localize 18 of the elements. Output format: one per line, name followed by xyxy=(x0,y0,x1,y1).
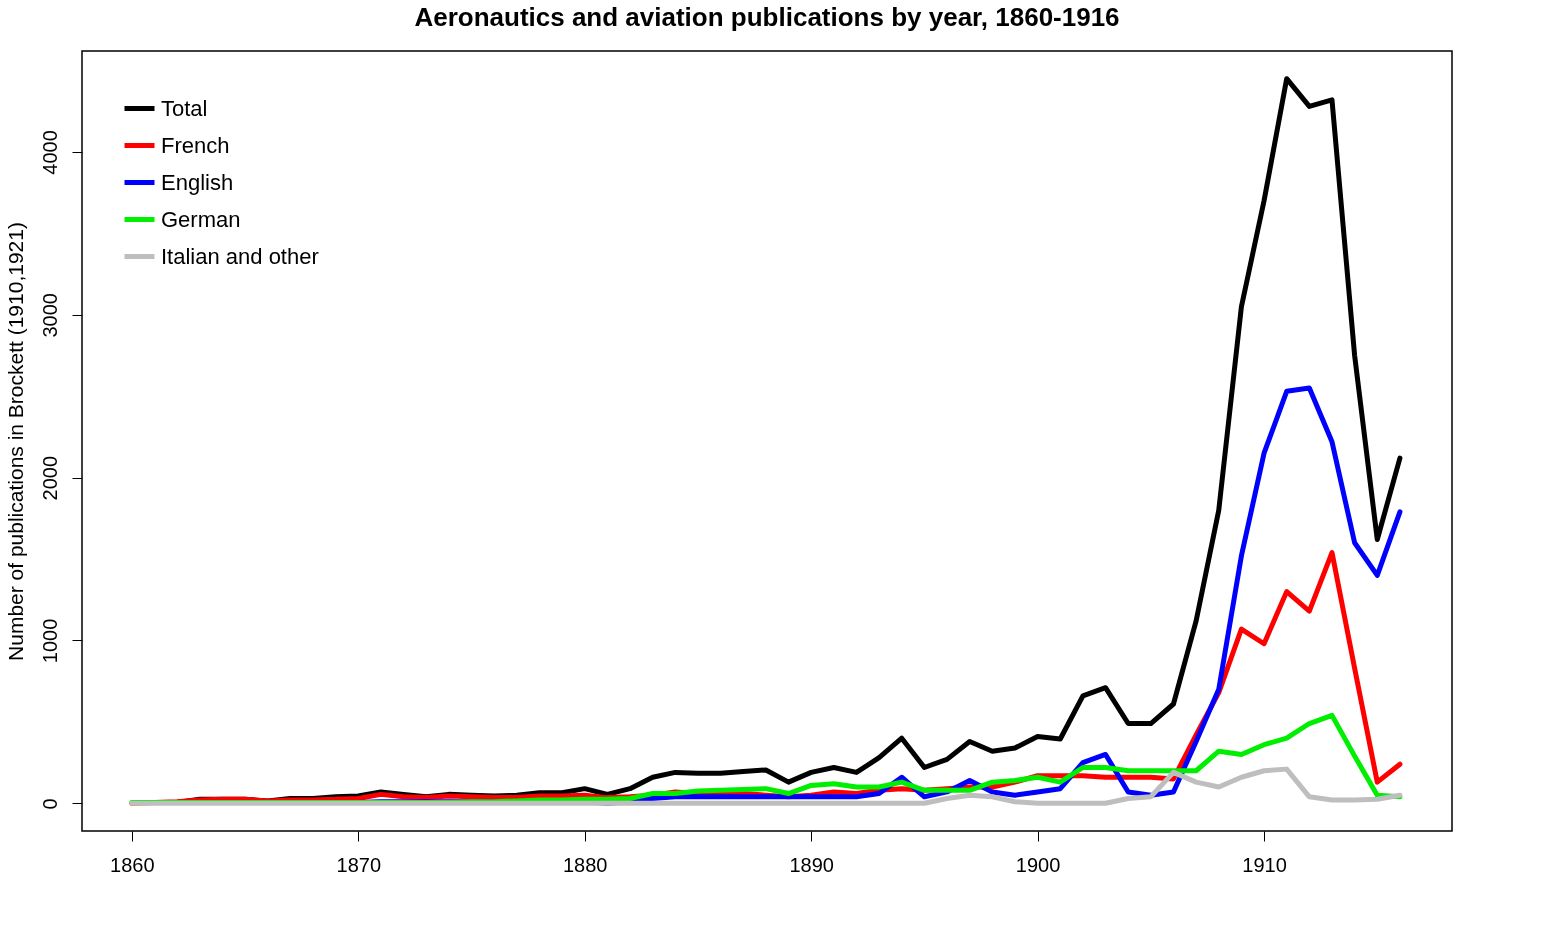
y-axis-title: Number of publications in Brockett (1910,1921) xyxy=(3,222,27,661)
x-tick-label: 1870 xyxy=(336,853,382,876)
y-tick-label: 2000 xyxy=(38,455,61,501)
x-tick-label: 1900 xyxy=(1015,853,1061,876)
legend-label: Total xyxy=(161,95,208,121)
y-tick-label: 1000 xyxy=(38,618,61,664)
x-tick-label: 1880 xyxy=(562,853,608,876)
x-tick-label: 1890 xyxy=(789,853,834,876)
legend-label: French xyxy=(161,132,230,158)
legend-label: German xyxy=(161,206,241,232)
legend-label: English xyxy=(161,169,234,195)
legend-label: Italian and other xyxy=(161,243,319,269)
y-tick-label: 0 xyxy=(38,798,61,810)
chart-title: Aeronautics and aviation publications by year, 1860-1916 xyxy=(414,2,1120,32)
y-tick-label: 4000 xyxy=(38,130,61,175)
x-tick-label: 1860 xyxy=(110,853,155,876)
x-tick-label: 1910 xyxy=(1242,853,1287,876)
y-tick-label: 3000 xyxy=(38,293,61,338)
